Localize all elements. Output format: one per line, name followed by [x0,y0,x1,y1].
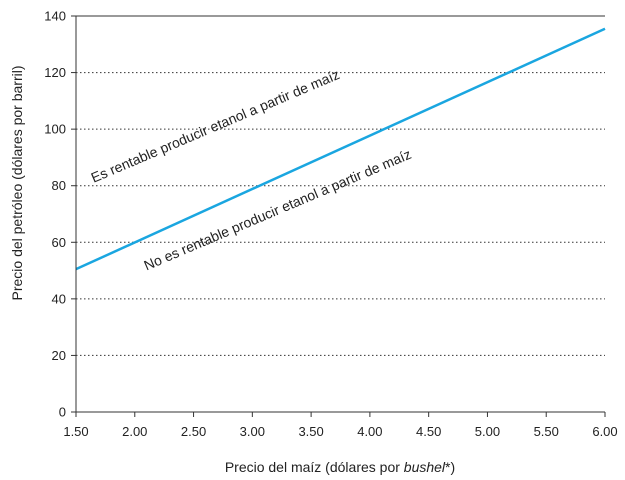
x-tick-label: 4.50 [416,424,441,439]
x-ticks: 1.50 2.00 2.50 3.00 3.50 4.00 4.50 5.00 5.50 6.00 [63,412,618,439]
annotation-label: No es rentable producir etanol a partir … [141,146,413,274]
annotation-label: Es rentable producir etanol a partir de … [89,66,342,186]
x-axis-title: Precio del maíz (dólares por bushel*) [225,459,455,475]
series-line [75,27,606,271]
y-tick-label: 80 [52,178,66,193]
y-tick-label: 40 [52,291,66,306]
x-tick-label: 5.50 [534,424,559,439]
axes [75,16,605,413]
y-ticks: 0 20 40 60 80 100 120 140 [44,9,76,420]
x-tick-label: 2.00 [122,424,147,439]
x-axis-title-suffix: *) [445,459,455,475]
x-tick-label: 5.00 [475,424,500,439]
x-tick-label: 4.00 [357,424,382,439]
y-tick-label: 0 [59,405,66,420]
y-tick-label: 140 [44,9,66,24]
series-layer [75,27,606,271]
y-tick-label: 100 [44,122,66,137]
x-tick-label: 3.50 [298,424,323,439]
y-tick-label: 20 [52,348,66,363]
grid-lines [76,15,605,356]
x-tick-label: 3.00 [240,424,265,439]
x-axis-title-italic: bushel [404,459,446,475]
y-tick-label: 120 [44,65,66,80]
x-tick-label: 6.00 [592,424,617,439]
x-axis-title-prefix: Precio del maíz (dólares por [225,459,404,475]
x-tick-label: 2.50 [181,424,206,439]
y-axis-title: Precio del petróleo (dólares por barril) [9,66,25,301]
y-tick-label: 60 [52,235,66,250]
x-tick-label: 1.50 [63,424,88,439]
